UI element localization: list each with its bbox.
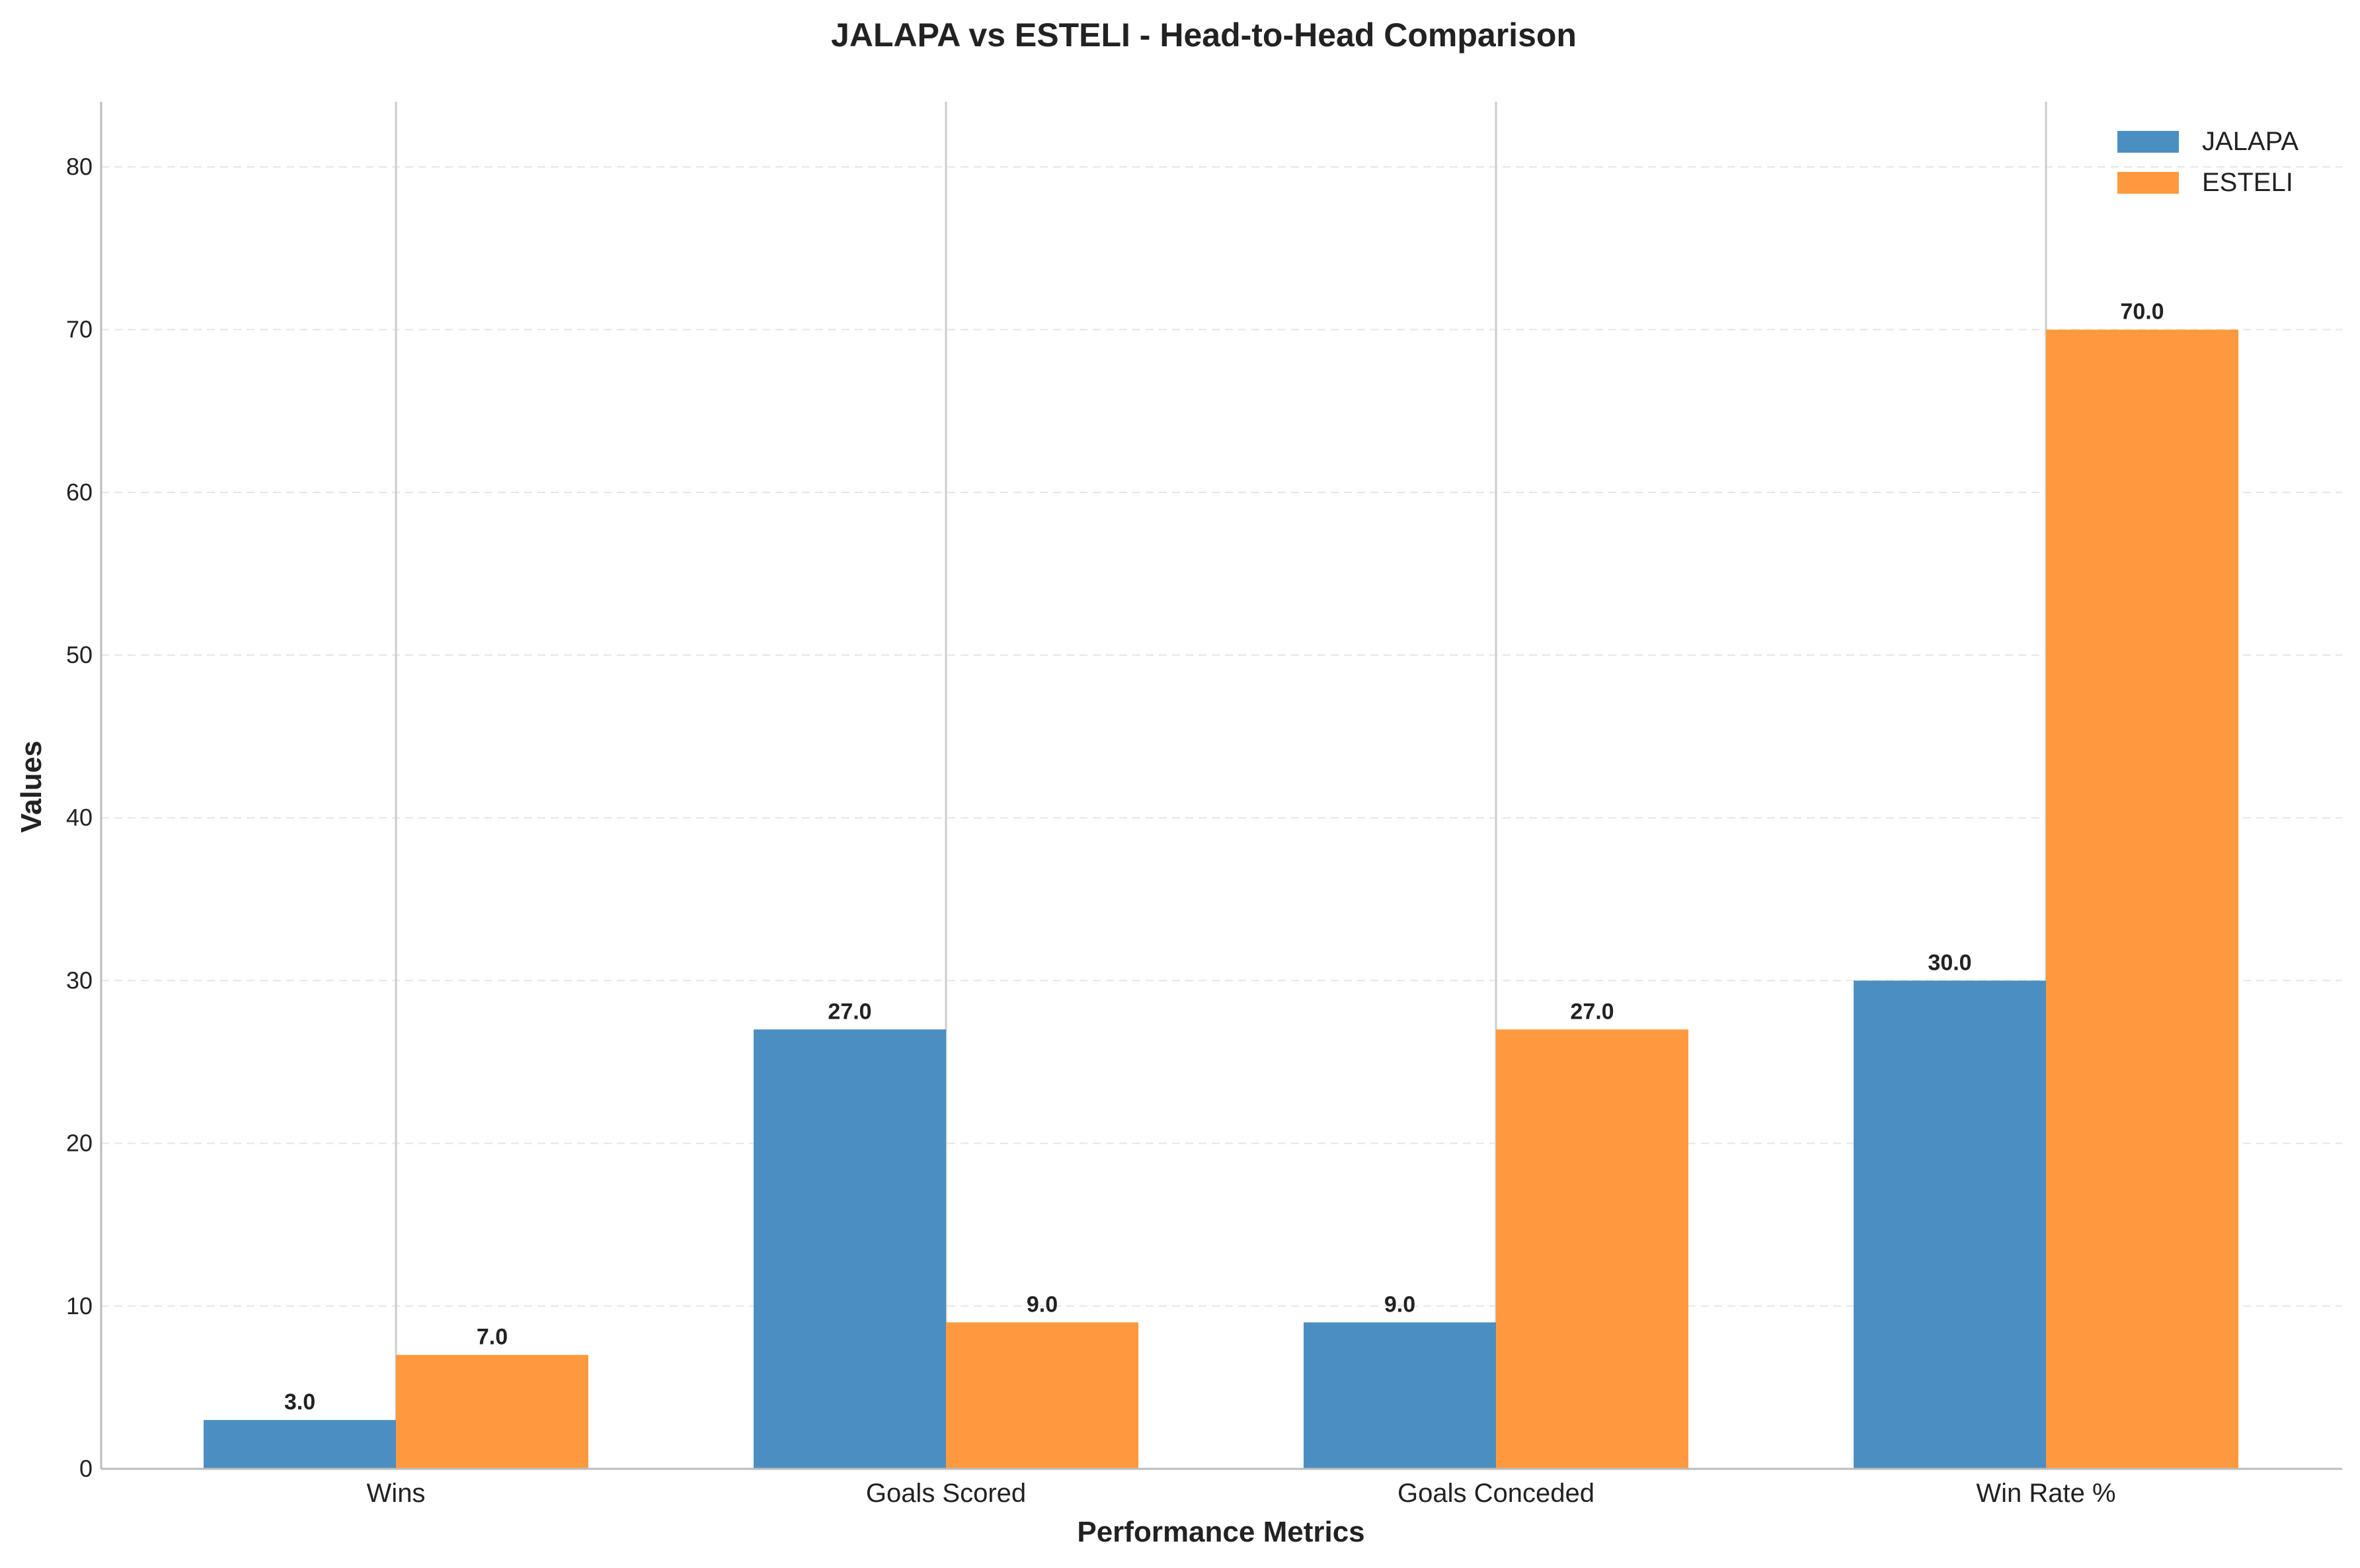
y-tick-label: 0 [79, 1455, 93, 1482]
value-label: 27.0 [1570, 999, 1614, 1024]
x-axis-label: Performance Metrics [1077, 1516, 1364, 1548]
x-tick-label: Wins [367, 1479, 426, 1508]
y-tick-labels: 0 10 20 30 40 50 60 70 80 [66, 153, 93, 1482]
bar-esteli-1 [946, 1322, 1138, 1469]
bar-jalapa-0 [204, 1420, 396, 1469]
value-label: 9.0 [1384, 1292, 1415, 1317]
bar-esteli-0 [396, 1354, 588, 1469]
x-tick-label: Goals Scored [866, 1479, 1026, 1508]
value-label: 9.0 [1027, 1292, 1058, 1317]
legend-label-esteli: ESTELI [2202, 168, 2293, 197]
legend-swatch-esteli [2117, 172, 2179, 194]
y-axis-label: Values [15, 740, 48, 832]
value-label: 27.0 [828, 999, 871, 1024]
value-label: 3.0 [284, 1390, 315, 1415]
legend-label-jalapa: JALAPA [2202, 127, 2299, 156]
value-label: 30.0 [1928, 950, 1971, 975]
y-tick-label: 20 [66, 1130, 93, 1157]
axes [100, 102, 2342, 1470]
y-tick-label: 10 [66, 1292, 93, 1319]
chart-title: JALAPA vs ESTELI - Head-to-Head Comparis… [831, 17, 1577, 54]
value-labels: 3.0 27.0 9.0 30.0 7.0 9.0 27.0 70.0 [284, 299, 2164, 1415]
value-label: 70.0 [2120, 299, 2164, 325]
bar-esteli-2 [1496, 1029, 1688, 1469]
bar-jalapa-3 [1854, 980, 2046, 1469]
bar-jalapa-1 [754, 1029, 946, 1469]
value-label: 7.0 [477, 1325, 508, 1350]
x-tick-label: Win Rate % [1976, 1479, 2115, 1508]
x-tick-label: Goals Conceded [1397, 1479, 1594, 1508]
x-tick-labels: Wins Goals Scored Goals Conceded Win Rate % [367, 1479, 2116, 1508]
bar-jalapa-2 [1304, 1322, 1496, 1469]
category-lines [395, 102, 2047, 1469]
y-tick-label: 50 [66, 641, 93, 668]
legend-swatch-jalapa [2117, 131, 2179, 153]
y-tick-label: 60 [66, 479, 93, 506]
y-tick-label: 80 [66, 153, 93, 180]
bar-esteli-3 [2046, 329, 2238, 1470]
y-tick-label: 30 [66, 966, 93, 994]
y-tick-label: 70 [66, 316, 93, 343]
y-tick-label: 40 [66, 804, 93, 831]
legend: JALAPA ESTELI [2117, 127, 2299, 197]
bars [204, 329, 2238, 1470]
